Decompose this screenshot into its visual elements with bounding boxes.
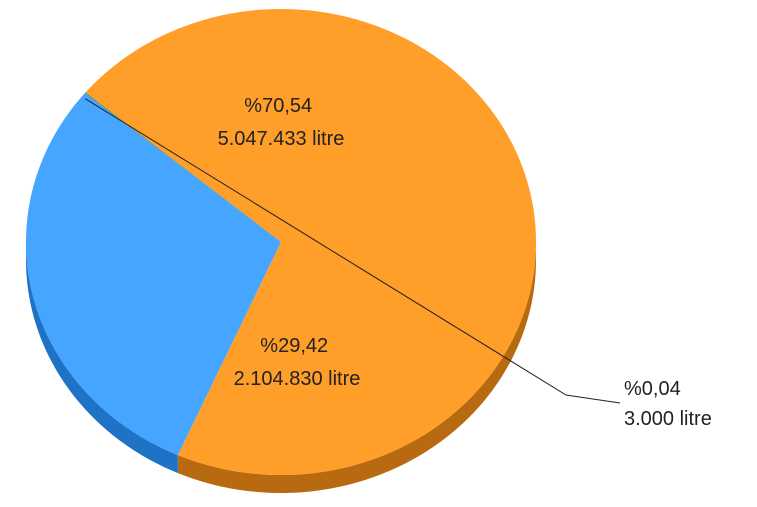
pie-slice-1 — [26, 92, 281, 456]
slice-percent-small: %0,04 — [624, 378, 681, 400]
slice-label-orange: %70,54 5.047.433 litre — [218, 95, 345, 150]
pie-sides — [26, 242, 536, 493]
slice-value-blue: 2.104.830 litre — [234, 368, 361, 390]
pie-slice-0 — [85, 9, 536, 475]
slice-label-blue: %29,42 2.104.830 litre — [234, 335, 361, 390]
pie-slice-2 — [85, 92, 281, 242]
pie-side-0-0 — [177, 242, 536, 493]
slice-value-orange: 5.047.433 litre — [218, 128, 345, 150]
slice-percent-orange: %70,54 — [244, 95, 312, 117]
slice-percent-blue: %29,42 — [260, 335, 328, 357]
slice-value-small: 3.000 litre — [624, 408, 712, 430]
pie-slices — [26, 9, 536, 475]
slice-leader-line-small — [84, 98, 621, 404]
slice-label-small: %0,04 3.000 litre — [624, 378, 712, 430]
pie-side-1-0 — [26, 242, 178, 474]
